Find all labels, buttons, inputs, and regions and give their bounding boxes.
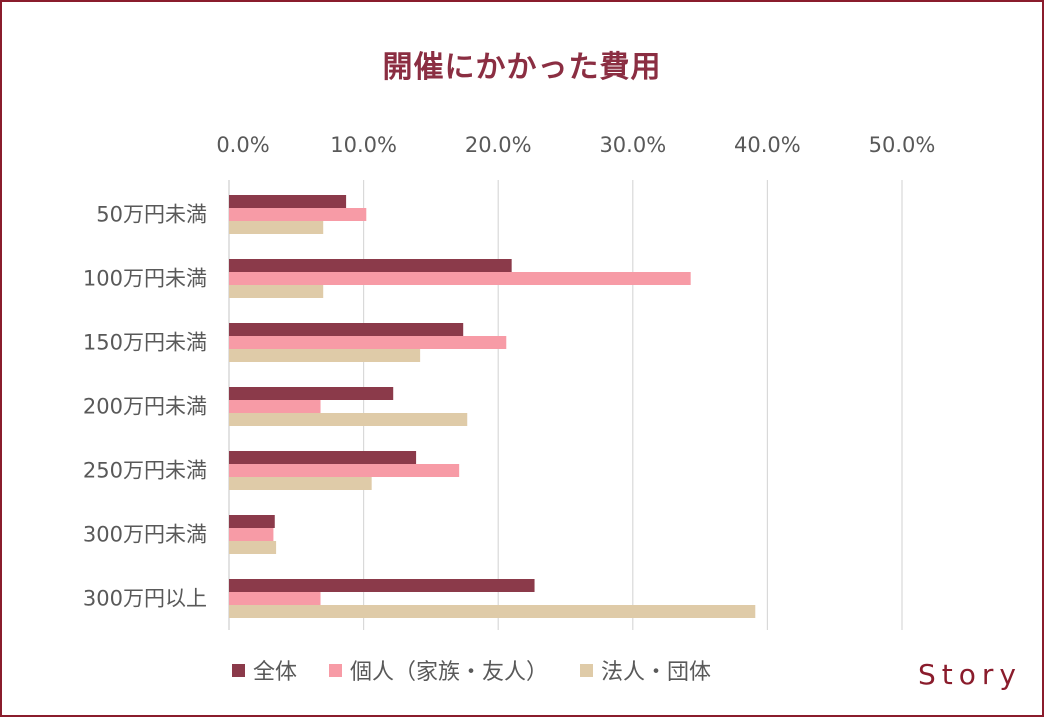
bar-corporate bbox=[229, 349, 421, 362]
bar-individual bbox=[229, 336, 507, 349]
y-axis-categories: 50万円未満 100万円未満 150万円未満 200万円未満 250万円未満 300万円未… bbox=[83, 203, 207, 611]
bar-all bbox=[229, 259, 512, 272]
category-label: 300万円未満 bbox=[83, 523, 207, 547]
legend-label-all: 全体 bbox=[253, 660, 298, 685]
bar-corporate bbox=[229, 221, 324, 234]
x-tick-label: 0.0% bbox=[216, 133, 269, 157]
bar-all bbox=[229, 195, 347, 208]
legend-item-all: 全体 bbox=[232, 654, 297, 686]
bar-all bbox=[229, 387, 394, 400]
bar-all bbox=[229, 579, 535, 592]
bar-all bbox=[229, 515, 275, 528]
x-tick-label: 50.0% bbox=[869, 133, 936, 157]
category-label: 150万円未満 bbox=[83, 331, 207, 355]
legend-item-corporate: 法人・団体 bbox=[580, 654, 711, 686]
x-tick-label: 10.0% bbox=[330, 133, 397, 157]
bar-corporate bbox=[229, 605, 756, 618]
bar-corporate bbox=[229, 541, 277, 554]
bar-corporate bbox=[229, 413, 468, 426]
bar-individual bbox=[229, 272, 691, 285]
legend-swatch-individual bbox=[329, 663, 343, 677]
legend-label-corporate: 法人・団体 bbox=[601, 660, 712, 685]
story-logo: Story bbox=[918, 658, 1022, 691]
x-tick-label: 40.0% bbox=[734, 133, 801, 157]
bar-individual bbox=[229, 208, 367, 221]
x-tick-label: 20.0% bbox=[465, 133, 532, 157]
bar-individual bbox=[229, 464, 460, 477]
chart-title: 開催にかかった費用 bbox=[382, 50, 662, 85]
bar-individual bbox=[229, 592, 321, 605]
category-label: 250万円未満 bbox=[83, 459, 207, 483]
legend-item-individual: 個人（家族・友人） bbox=[329, 654, 548, 686]
bar-corporate bbox=[229, 477, 372, 490]
category-label: 200万円未満 bbox=[83, 395, 207, 419]
legend-swatch-all bbox=[232, 663, 245, 677]
gridlines bbox=[228, 180, 903, 630]
bars bbox=[229, 195, 756, 618]
bar-corporate bbox=[229, 285, 324, 298]
x-axis-ticks: 0.0% 10.0% 20.0% 30.0% 40.0% 50.0% bbox=[216, 133, 935, 157]
bar-all bbox=[229, 451, 417, 464]
category-label: 100万円未満 bbox=[83, 267, 207, 291]
category-label: 50万円未満 bbox=[96, 203, 207, 227]
category-label: 300万円以上 bbox=[83, 587, 207, 611]
legend-swatch-corporate bbox=[580, 663, 594, 677]
legend-label-individual: 個人（家族・友人） bbox=[350, 660, 549, 685]
bar-all bbox=[229, 323, 464, 336]
x-tick-label: 30.0% bbox=[599, 133, 666, 157]
legend: 全体 個人（家族・友人） 法人・団体 bbox=[232, 654, 711, 686]
bar-individual bbox=[229, 400, 321, 413]
bar-individual bbox=[229, 528, 274, 541]
